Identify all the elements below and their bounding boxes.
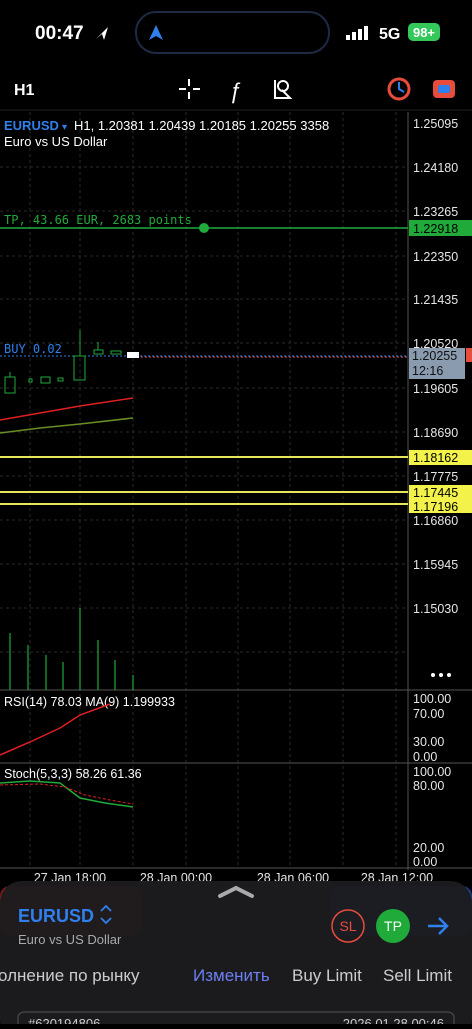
more-icon[interactable] xyxy=(431,673,451,677)
rsi-scale: 0.00 xyxy=(413,750,437,764)
indicators-icon[interactable]: ƒ xyxy=(229,78,241,103)
tp-price-box xyxy=(409,220,472,236)
ohlc-info: H1, 1.20381 1.20439 1.20185 1.20255 3358 xyxy=(74,118,329,133)
candles xyxy=(4,330,122,394)
objects-icon[interactable] xyxy=(274,80,293,99)
levels xyxy=(0,456,408,505)
rsi-title: RSI(14) 78.03 MA(9) 1.199933 xyxy=(4,695,175,709)
tab-active[interactable]: Изменить xyxy=(193,966,270,985)
level-price: 1.17445 xyxy=(413,486,458,500)
tab[interactable]: Sell Limit xyxy=(383,966,452,985)
tp-button[interactable] xyxy=(376,909,410,943)
battery xyxy=(408,23,440,41)
grid xyxy=(0,112,408,868)
tp-price: 1.22918 xyxy=(413,222,458,236)
location-icon xyxy=(96,27,108,40)
stoch-scale: 100.00 xyxy=(413,765,451,779)
ma-slow xyxy=(0,417,134,434)
rsi-scale: 100.00 xyxy=(413,692,451,706)
current-price: 1.20255 xyxy=(412,349,457,363)
panel-symbol[interactable]: EURUSD xyxy=(18,906,94,926)
tp-label: TP, 43.66 EUR, 2683 points xyxy=(4,213,192,227)
toggle-icon[interactable] xyxy=(433,80,455,98)
spread-marker xyxy=(466,348,472,362)
price-label: 1.25095 xyxy=(413,117,458,131)
volumes xyxy=(9,608,134,690)
price-label: 1.21435 xyxy=(413,293,458,307)
price-label: 1.23265 xyxy=(413,205,458,219)
order-time: 2026.01.28 00:46 xyxy=(343,1016,444,1024)
tp-handle[interactable] xyxy=(199,223,209,233)
trade-icon[interactable] xyxy=(387,77,411,101)
panel-description: Euro vs US Dollar xyxy=(18,932,122,947)
price-label: 1.17775 xyxy=(413,470,458,484)
panel-handle[interactable] xyxy=(218,885,254,898)
ma-fast xyxy=(0,397,134,421)
price-label: 1.16860 xyxy=(413,514,458,528)
stoch-main xyxy=(0,780,134,808)
rsi-line xyxy=(0,703,111,756)
network: 5G xyxy=(379,26,400,43)
order-panel xyxy=(0,881,472,1029)
dynamic-island xyxy=(135,11,330,54)
sl-button[interactable] xyxy=(331,909,365,943)
timeframe[interactable]: H1 xyxy=(14,82,35,99)
symbol-dropdown[interactable]: ▾ xyxy=(62,122,67,133)
order-id: #620194806 xyxy=(28,1016,100,1024)
price-label: 1.22350 xyxy=(413,250,458,264)
rsi-scale: 70.00 xyxy=(413,707,444,721)
signal xyxy=(346,26,368,40)
stoch-scale: 20.00 xyxy=(413,841,444,855)
countdown: 12:16 xyxy=(412,364,443,378)
stoch-scale: 0.00 xyxy=(413,855,437,869)
level-boxes xyxy=(409,450,472,513)
symbol[interactable]: EURUSD xyxy=(4,118,59,133)
clock: 00:47 xyxy=(35,23,84,44)
battery-level: 98+ xyxy=(413,25,435,40)
stoch-title: Stoch(5,3,3) 58.26 61.36 xyxy=(4,767,142,781)
nav-icon xyxy=(149,25,163,40)
current-price-box xyxy=(409,348,465,379)
price-label: 1.15030 xyxy=(413,602,458,616)
tp-button-label[interactable]: TP xyxy=(384,918,402,934)
tab[interactable]: Buy Limit xyxy=(292,966,362,985)
price-label: 1.18690 xyxy=(413,426,458,440)
symbol-description: Euro vs US Dollar xyxy=(4,134,108,149)
level-price: 1.17196 xyxy=(413,500,458,514)
level-price: 1.18162 xyxy=(413,451,458,465)
current-candle xyxy=(127,352,139,358)
tab[interactable]: олнение по рынку xyxy=(0,966,140,985)
stoch-signal xyxy=(0,783,134,805)
sl-label[interactable]: SL xyxy=(339,918,356,934)
price-label: 1.15945 xyxy=(413,558,458,572)
stoch-scale: 80.00 xyxy=(413,779,444,793)
price-label: 1.24180 xyxy=(413,161,458,175)
price-label: 1.20520 xyxy=(413,337,458,351)
buy-label: BUY 0.02 xyxy=(4,342,62,356)
price-label: 1.19605 xyxy=(413,382,458,396)
next-arrow[interactable] xyxy=(428,917,449,935)
crosshair-icon[interactable] xyxy=(179,79,200,99)
symbol-switch[interactable] xyxy=(100,904,112,925)
rsi-scale: 30.00 xyxy=(413,735,444,749)
